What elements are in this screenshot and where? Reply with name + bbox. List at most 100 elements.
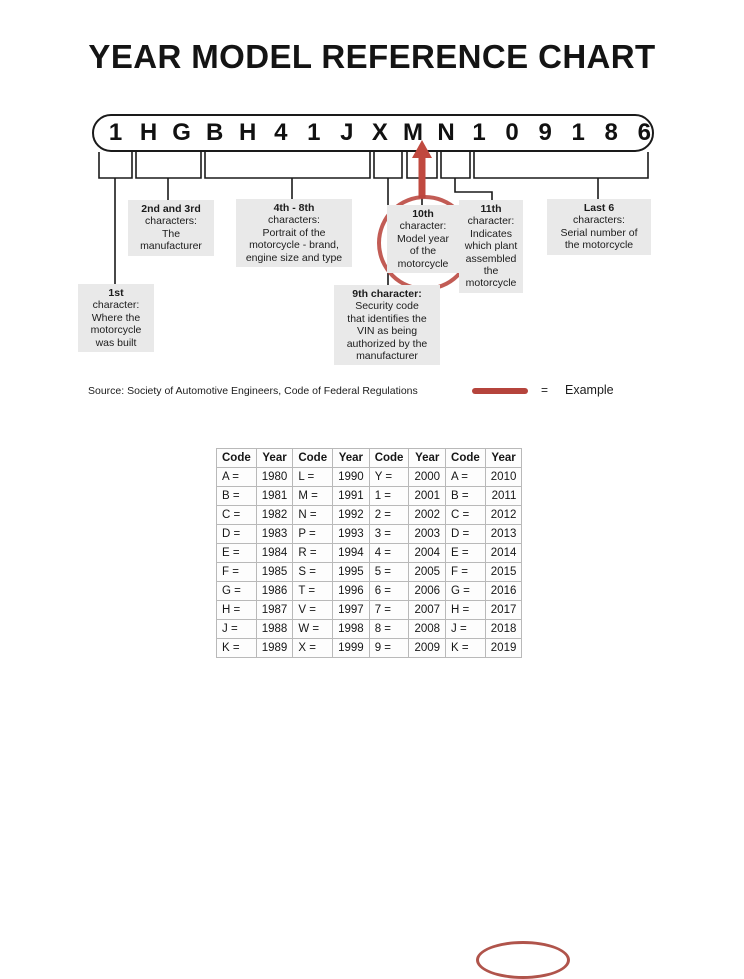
- annotation-4th8th-line-2: motorcycle - brand,: [249, 239, 339, 252]
- vin-char-8: J: [340, 119, 354, 146]
- annotation-9th-line-0: Security code: [355, 300, 419, 313]
- year-cell-r3-c1: 1983: [255, 524, 294, 544]
- code-cell-r3-c2: P =: [292, 524, 334, 544]
- year-cell-r4-c5: 2004: [408, 543, 447, 563]
- year-cell-r2-c3: 1992: [332, 505, 370, 525]
- code-cell-r7-c2: V =: [292, 600, 334, 620]
- annotation-9th-heading: 9th character:: [352, 288, 422, 300]
- table-row: B = 1981 M = 1991 1 = 2001 B = 2011: [216, 486, 523, 506]
- legend-equals-sign: =: [541, 383, 549, 397]
- annotation-1st-character: 1st character: Where the motorcycle was …: [78, 284, 154, 353]
- code-cell-r4-c6: E =: [445, 543, 486, 563]
- year-cell-r3-c3: 1993: [332, 524, 370, 544]
- year-cell-r3-c7: 2013: [484, 524, 523, 544]
- vin-char-17: 6: [637, 119, 651, 146]
- table-header-year-7: Year: [484, 448, 523, 468]
- year-cell-r0-c1: 1980: [255, 467, 294, 487]
- vin-char-2: H: [139, 119, 158, 146]
- year-code-table-container: Code Year Code Year Code Year Code Year A = 1980…: [216, 448, 570, 979]
- code-cell-r0-c0: A =: [216, 467, 257, 487]
- annotation-11th-heading: 11th: [480, 203, 502, 215]
- table-row: G = 1986 T = 1996 6 = 2006 G = 2016: [216, 581, 523, 601]
- vin-char-12: 1: [472, 119, 486, 146]
- year-cell-r5-c5: 2005: [408, 562, 447, 582]
- code-cell-r0-c6: A =: [445, 467, 486, 487]
- annotation-11th-line-4: the: [483, 265, 499, 278]
- annotation-1st-line-2: motorcycle: [90, 324, 142, 337]
- annotation-last6-heading: Last 6: [583, 202, 615, 214]
- year-cell-r0-c3: 1990: [332, 467, 370, 487]
- year-cell-r9-c5: 2009: [408, 638, 447, 658]
- annotation-2nd3rd-line-0: characters:: [145, 215, 197, 228]
- year-code-table-head: Code Year Code Year Code Year Code Year: [216, 448, 523, 468]
- table-row: H = 1987 V = 1997 7 = 2007 H = 2017: [216, 600, 523, 620]
- year-cell-r4-c3: 1994: [332, 543, 370, 563]
- code-cell-r6-c6: G =: [445, 581, 486, 601]
- vin-char-11: N: [437, 119, 455, 146]
- year-cell-r1-c5: 2001: [408, 486, 447, 506]
- annotation-9th-line-2: VIN as being: [356, 325, 418, 338]
- vin-char-10: M: [402, 119, 423, 146]
- annotation-2nd3rd-line-1: The: [161, 227, 181, 240]
- annotation-10th-line-0: character:: [399, 220, 447, 233]
- code-cell-r8-c2: W =: [292, 619, 334, 639]
- annotation-9th-line-3: authorized by the: [346, 337, 428, 350]
- annotation-9th-line-4: manufacturer: [356, 350, 418, 363]
- year-cell-r7-c1: 1987: [255, 600, 294, 620]
- code-cell-r2-c0: C =: [216, 505, 257, 525]
- code-cell-r8-c6: J =: [445, 619, 486, 639]
- code-cell-r4-c0: E =: [216, 543, 257, 563]
- code-cell-r0-c2: L =: [292, 467, 334, 487]
- year-cell-r5-c7: 2015: [484, 562, 523, 582]
- code-cell-r2-c2: N =: [292, 505, 334, 525]
- annotation-2nd3rd-line-2: manufacturer: [140, 240, 202, 253]
- year-cell-r8-c1: 1988: [255, 619, 294, 639]
- code-cell-r4-c2: R =: [292, 543, 334, 563]
- year-cell-r4-c7: 2014: [484, 543, 523, 563]
- year-cell-r8-c5: 2008: [408, 619, 447, 639]
- year-cell-r6-c5: 2006: [408, 581, 447, 601]
- annotation-11th-line-1: Indicates: [469, 227, 513, 240]
- year-cell-r2-c7: 2012: [484, 505, 523, 525]
- year-cell-r9-c7: 2019: [484, 638, 523, 658]
- vin-char-16: 8: [604, 119, 618, 146]
- annotation-last6-line-1: Serial number of: [560, 226, 638, 239]
- vin-char-7: 1: [307, 119, 321, 146]
- annotation-2nd3rd-heading: 2nd and 3rd: [141, 203, 201, 215]
- code-cell-r1-c4: 1 =: [368, 486, 410, 506]
- code-cell-r1-c2: M =: [292, 486, 334, 506]
- code-cell-r9-c4: 9 =: [368, 638, 410, 658]
- year-cell-r2-c1: 1982: [255, 505, 294, 525]
- year-cell-r1-c3: 1991: [332, 486, 370, 506]
- annotation-11th-line-3: assembled: [465, 252, 517, 265]
- code-cell-r3-c0: D =: [216, 524, 257, 544]
- annotation-last-6-characters: Last 6 characters: Serial number of the …: [547, 199, 651, 255]
- year-cell-r2-c5: 2002: [408, 505, 447, 525]
- annotation-4th8th-line-0: characters:: [268, 214, 320, 227]
- year-cell-r3-c5: 2003: [408, 524, 447, 544]
- code-cell-r3-c6: D =: [445, 524, 486, 544]
- year-cell-r0-c7: 2010: [484, 467, 523, 487]
- vin-char-13: 0: [505, 119, 519, 146]
- source-text: Source: Society of Automotive Engineers,…: [88, 385, 418, 397]
- legend-example-label: Example: [565, 383, 614, 397]
- table-row: F = 1985 S = 1995 5 = 2005 F = 2015: [216, 562, 523, 582]
- year-cell-r7-c5: 2007: [408, 600, 447, 620]
- year-cell-r9-c1: 1989: [255, 638, 294, 658]
- vin-char-6: 4: [274, 119, 288, 146]
- code-cell-r9-c2: X =: [292, 638, 334, 658]
- code-cell-r1-c0: B =: [216, 486, 257, 506]
- code-cell-r6-c2: T =: [292, 581, 334, 601]
- example-color-swatch: [472, 388, 528, 394]
- annotation-1st-line-0: character:: [92, 299, 140, 312]
- code-cell-r5-c6: F =: [445, 562, 486, 582]
- vin-char-1: 1: [108, 119, 123, 146]
- annotation-9th-line-1: that identifies the: [347, 312, 427, 325]
- code-cell-r7-c0: H =: [216, 600, 257, 620]
- code-cell-r8-c0: J =: [216, 619, 257, 639]
- vin-char-3: G: [172, 119, 191, 146]
- table-header-row: Code Year Code Year Code Year Code Year: [216, 448, 523, 468]
- table-header-code-4: Code: [368, 448, 410, 468]
- table-row: J = 1988 W = 1998 8 = 2008 J = 2018: [216, 619, 523, 639]
